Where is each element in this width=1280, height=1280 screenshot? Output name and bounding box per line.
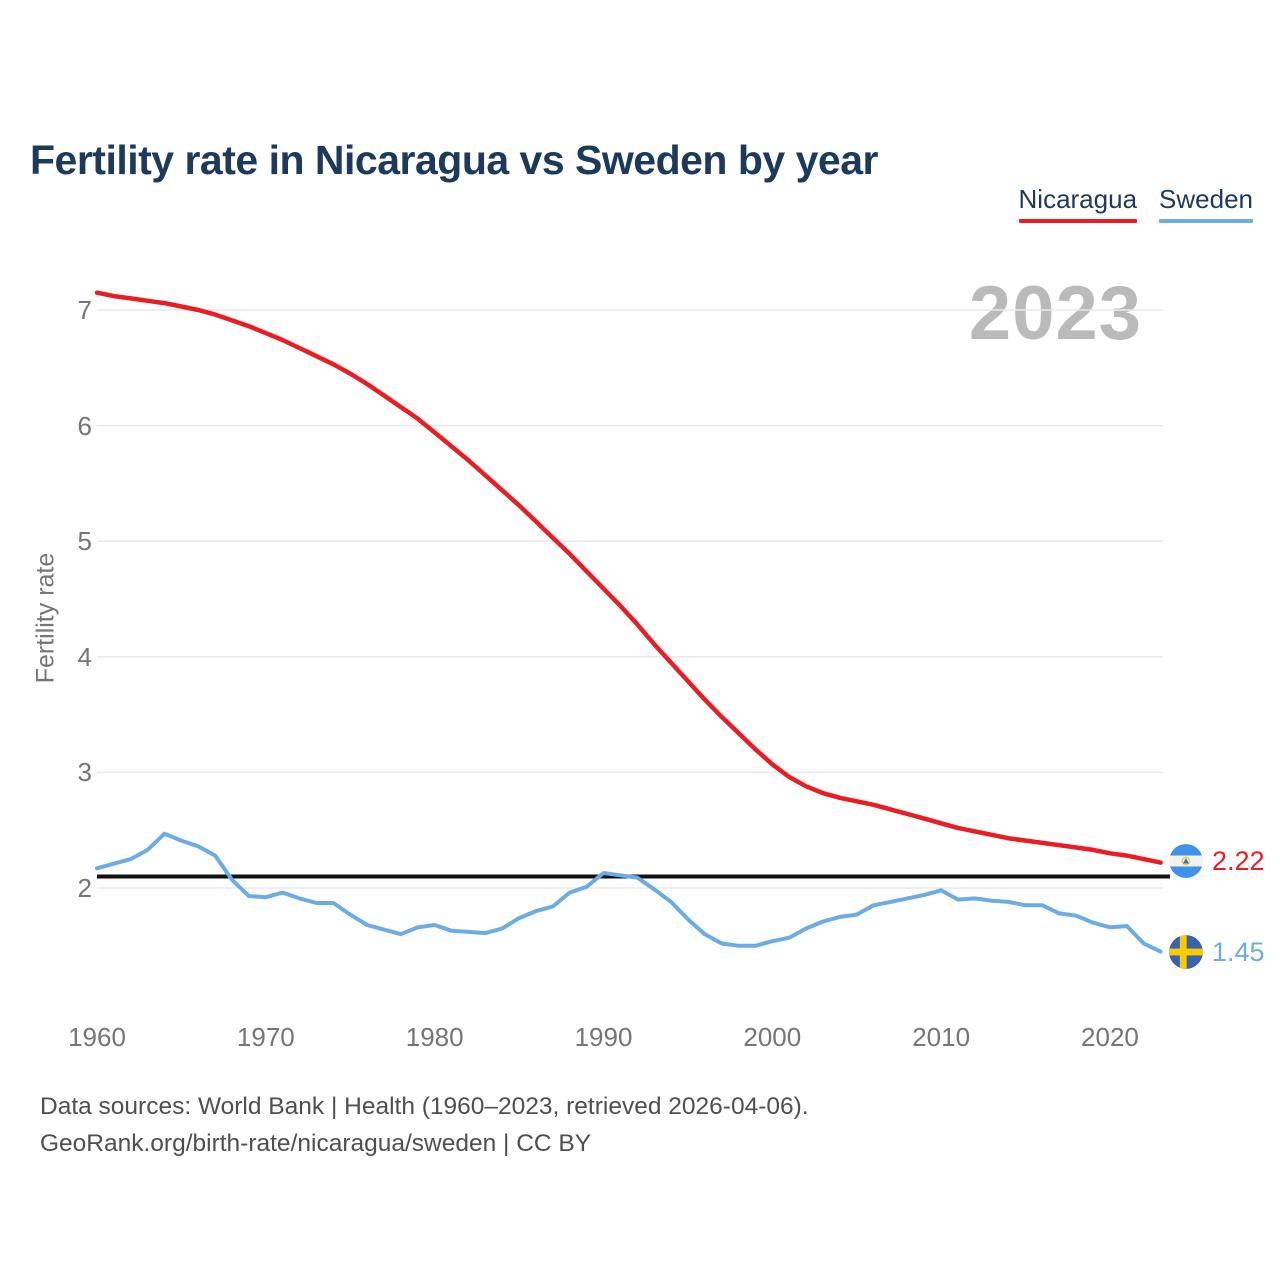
legend-swatch-sweden (1159, 219, 1253, 223)
x-tick-label: 2020 (1081, 1022, 1139, 1052)
end-value-sweden: 1.45 (1212, 936, 1265, 967)
page-title: Fertility rate in Nicaragua vs Sweden by… (30, 137, 878, 184)
legend-swatch-nicaragua (1018, 219, 1138, 223)
end-label-nicaragua: 2.22 (1169, 844, 1265, 878)
legend-label-nicaragua: Nicaragua (1018, 184, 1138, 214)
footer: Data sources: World Bank | Health (1960–… (40, 1088, 809, 1162)
y-tick-label: 6 (77, 410, 92, 441)
legend-item-nicaragua[interactable]: Nicaragua (1018, 184, 1138, 223)
x-tick-label: 1970 (236, 1022, 295, 1052)
x-tick-label: 1980 (405, 1022, 464, 1052)
y-tick-label: 5 (77, 526, 92, 557)
y-tick-label: 3 (77, 757, 92, 788)
y-axis-title: Fertility rate (31, 552, 60, 684)
end-value-nicaragua: 2.22 (1212, 845, 1265, 876)
legend: Nicaragua Sweden (1018, 184, 1253, 223)
y-tick-label: 2 (77, 873, 92, 903)
footer-attribution-line: GeoRank.org/birth-rate/nicaragua/sweden … (40, 1130, 592, 1157)
sweden-line (95, 831, 1163, 954)
legend-label-sweden: Sweden (1159, 184, 1253, 214)
footer-sources-line: Data sources: World Bank | Health (1960–… (40, 1093, 809, 1120)
sweden-flag-icon (1169, 935, 1203, 969)
nicaragua-line (94, 290, 1163, 865)
y-tick-label: 4 (77, 641, 92, 672)
end-label-sweden: 1.45 (1169, 935, 1265, 969)
watermark-year: 2023 (968, 271, 1142, 356)
x-tick-label: 1960 (68, 1022, 126, 1052)
legend-item-sweden[interactable]: Sweden (1159, 184, 1253, 223)
y-tick-label: 7 (77, 295, 92, 325)
x-tick-label: 1990 (574, 1022, 633, 1052)
nicaragua-flag-icon (1169, 844, 1203, 878)
x-tick-label: 2010 (912, 1022, 971, 1052)
x-tick-label: 2000 (743, 1022, 802, 1052)
